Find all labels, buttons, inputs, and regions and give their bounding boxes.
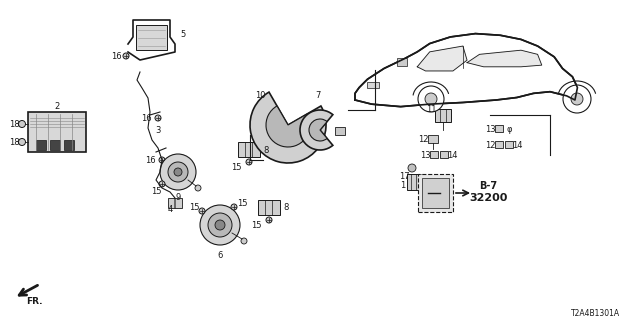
Text: 12: 12 xyxy=(418,134,428,143)
Circle shape xyxy=(159,181,165,187)
Text: 15: 15 xyxy=(231,163,241,172)
Text: 11: 11 xyxy=(426,105,436,114)
Text: 10: 10 xyxy=(255,91,265,100)
Circle shape xyxy=(200,205,240,245)
Bar xyxy=(430,151,438,158)
Polygon shape xyxy=(417,46,467,71)
Text: 17: 17 xyxy=(399,172,410,180)
Circle shape xyxy=(123,53,129,59)
Circle shape xyxy=(159,157,165,163)
Bar xyxy=(428,135,438,143)
Text: 12: 12 xyxy=(484,140,495,149)
Circle shape xyxy=(571,93,583,105)
Wedge shape xyxy=(300,110,333,150)
Circle shape xyxy=(425,93,437,105)
Bar xyxy=(50,140,60,150)
Circle shape xyxy=(19,121,26,127)
Text: 13: 13 xyxy=(420,150,430,159)
Text: 8: 8 xyxy=(263,146,269,155)
Text: 15: 15 xyxy=(237,198,247,207)
Circle shape xyxy=(199,208,205,214)
Text: 18: 18 xyxy=(9,138,19,147)
Text: 4: 4 xyxy=(168,205,173,214)
Text: 7: 7 xyxy=(316,91,321,100)
Circle shape xyxy=(246,159,252,165)
Text: 32200: 32200 xyxy=(469,193,507,203)
Text: 16: 16 xyxy=(141,114,151,123)
Wedge shape xyxy=(250,92,326,163)
Bar xyxy=(495,141,503,148)
Circle shape xyxy=(408,164,416,172)
Circle shape xyxy=(231,204,237,210)
Circle shape xyxy=(208,213,232,237)
Circle shape xyxy=(215,220,225,230)
Text: B-7: B-7 xyxy=(479,181,497,191)
Circle shape xyxy=(19,139,26,146)
Circle shape xyxy=(195,185,201,191)
Bar xyxy=(28,112,86,152)
Bar xyxy=(258,200,280,215)
Text: 3: 3 xyxy=(156,125,161,134)
Text: 16: 16 xyxy=(145,156,156,164)
Bar xyxy=(64,140,74,150)
Wedge shape xyxy=(266,106,310,147)
Bar xyxy=(435,109,451,122)
Text: 1: 1 xyxy=(401,180,406,189)
Bar xyxy=(367,82,379,88)
Text: φ: φ xyxy=(506,124,512,133)
Bar xyxy=(397,58,407,66)
Bar xyxy=(168,198,182,208)
Circle shape xyxy=(160,154,196,190)
Bar xyxy=(440,151,448,158)
Polygon shape xyxy=(355,34,577,107)
Text: 5: 5 xyxy=(180,29,186,38)
Circle shape xyxy=(266,217,272,223)
Bar xyxy=(136,25,167,50)
Text: 18: 18 xyxy=(9,119,19,129)
Text: 16: 16 xyxy=(111,52,122,60)
Circle shape xyxy=(168,162,188,182)
Text: 14: 14 xyxy=(512,140,522,149)
Text: 2: 2 xyxy=(54,101,60,110)
Text: FR.: FR. xyxy=(26,298,42,307)
Circle shape xyxy=(174,168,182,176)
Text: 15: 15 xyxy=(151,188,161,196)
Text: 14: 14 xyxy=(447,150,457,159)
Circle shape xyxy=(155,115,161,121)
Text: 15: 15 xyxy=(251,220,261,229)
Bar xyxy=(495,125,503,132)
Bar xyxy=(422,178,449,208)
Text: 6: 6 xyxy=(218,251,223,260)
Wedge shape xyxy=(309,119,327,141)
Text: 15: 15 xyxy=(189,203,199,212)
Bar xyxy=(238,142,260,157)
Circle shape xyxy=(241,238,247,244)
Circle shape xyxy=(418,86,444,112)
Bar xyxy=(407,174,421,190)
Polygon shape xyxy=(467,50,541,67)
Bar xyxy=(36,140,46,150)
Text: T2A4B1301A: T2A4B1301A xyxy=(571,309,620,318)
Text: 13: 13 xyxy=(484,124,495,133)
Text: 8: 8 xyxy=(284,204,289,212)
Circle shape xyxy=(563,85,591,113)
Bar xyxy=(335,127,345,135)
Text: 9: 9 xyxy=(175,194,180,203)
Bar xyxy=(505,141,513,148)
Bar xyxy=(418,174,453,212)
